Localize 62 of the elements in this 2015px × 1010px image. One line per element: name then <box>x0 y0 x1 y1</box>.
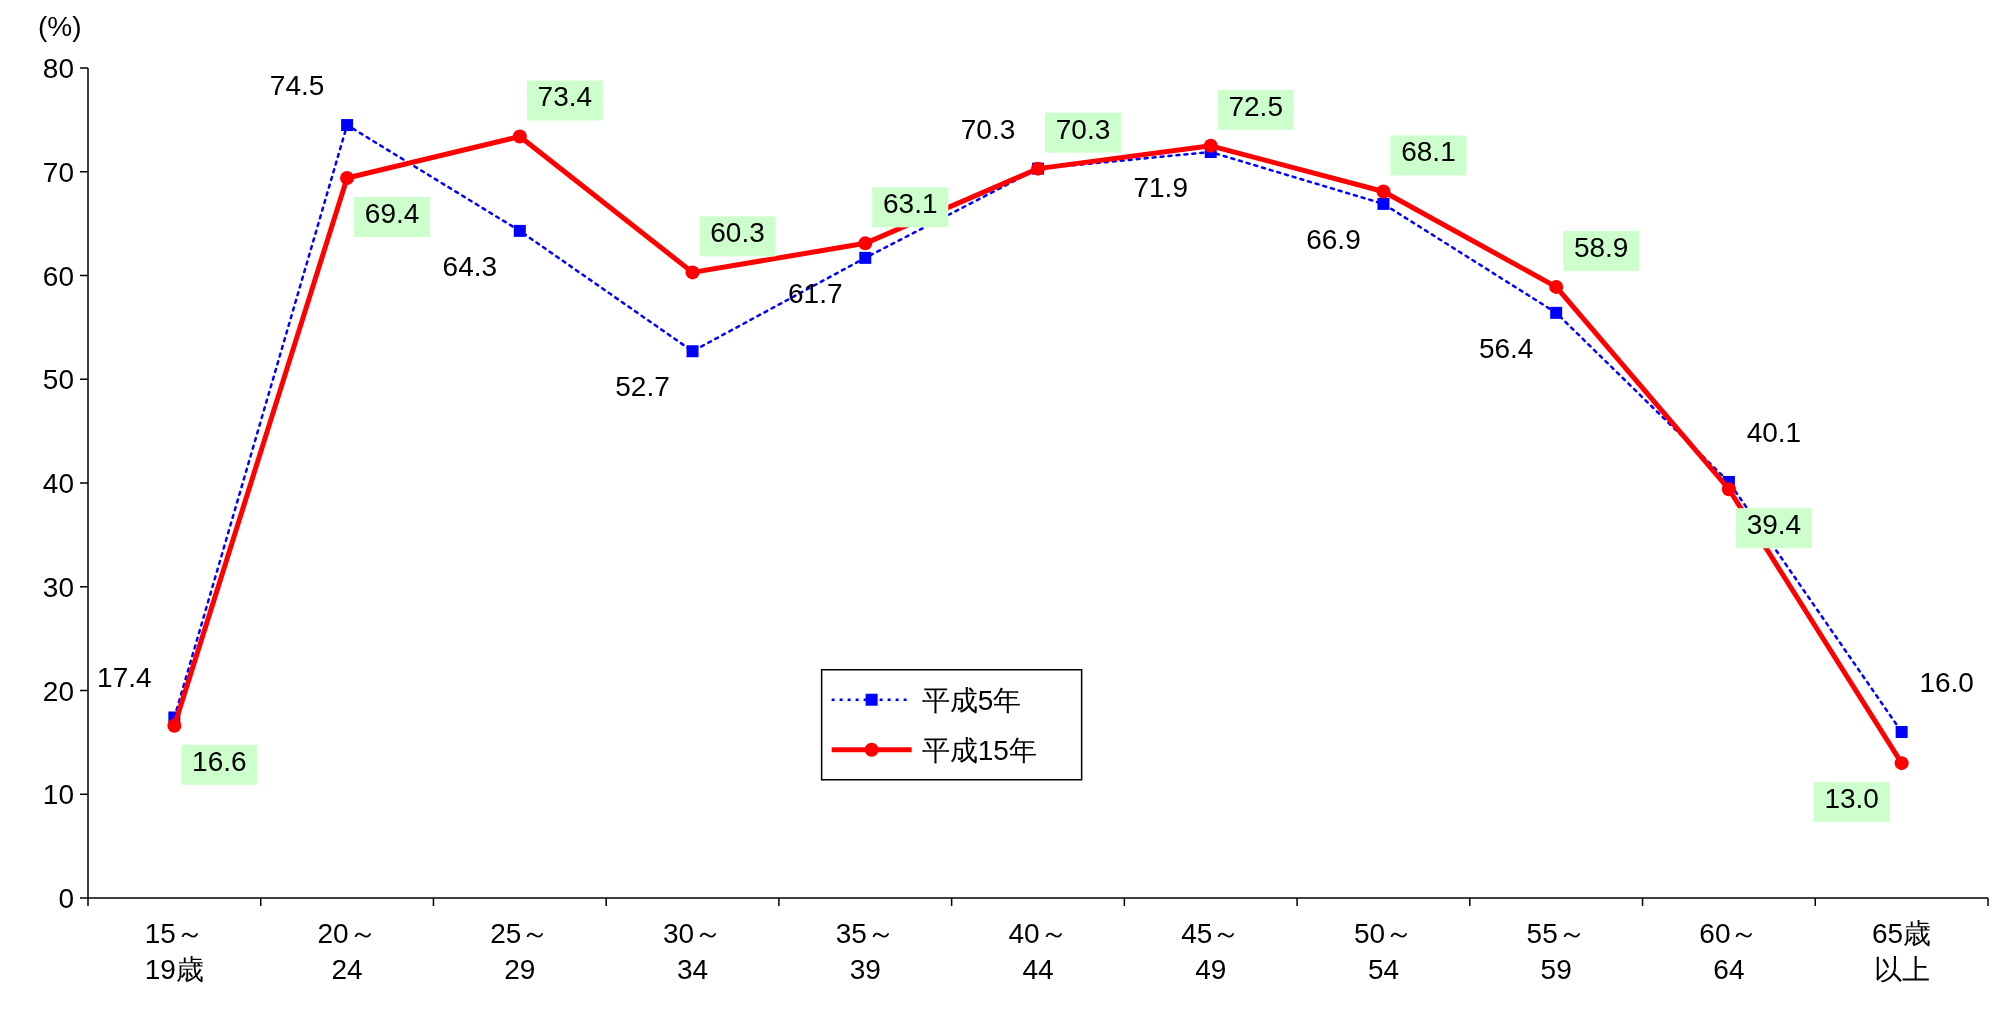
point <box>1376 184 1391 199</box>
point <box>167 718 182 733</box>
y-tick-label: 40 <box>42 468 74 499</box>
y-tick-label: 20 <box>42 675 74 707</box>
data-label: 56.4 <box>1478 332 1534 364</box>
x-tick-label: 30～34 <box>662 918 723 985</box>
point <box>1377 197 1390 210</box>
x-tick-label: 25～29 <box>490 918 550 985</box>
x-tick-label: 55～59 <box>1526 918 1586 985</box>
point <box>341 119 354 132</box>
x-tick-label: 65歳以上 <box>1872 918 1932 985</box>
data-label: 17.4 <box>97 662 152 694</box>
x-tick-label: 60～64 <box>1699 918 1759 985</box>
data-label: 69.4 <box>364 197 420 229</box>
data-label: 16.6 <box>192 745 247 777</box>
x-tick-label: 40～44 <box>1008 918 1068 985</box>
point <box>858 236 873 251</box>
data-label: 68.1 <box>1401 136 1456 168</box>
data-label: 13.0 <box>1824 783 1879 815</box>
data-label: 60.3 <box>710 217 765 249</box>
point <box>1895 726 1908 738</box>
point <box>1721 482 1736 497</box>
data-label: 70.3 <box>1055 113 1111 145</box>
x-tick-label: 15～19歳 <box>144 918 204 985</box>
point <box>513 224 526 237</box>
data-label: 66.9 <box>1306 223 1361 255</box>
y-tick-label: 50 <box>42 364 74 396</box>
data-label: 16.0 <box>1919 667 1974 698</box>
y-tick-label: 60 <box>42 260 74 292</box>
x-tick-label: 50～54 <box>1353 918 1414 985</box>
y-tick-label: 10 <box>42 779 74 811</box>
point <box>1203 138 1218 153</box>
y-tick-label: 30 <box>42 571 74 603</box>
data-label: 72.5 <box>1228 90 1283 122</box>
legend-label: 平成5年 <box>921 684 1022 716</box>
data-label: 71.9 <box>1133 172 1188 204</box>
point <box>686 345 699 358</box>
point <box>1549 279 1564 294</box>
data-label: 52.7 <box>615 371 670 403</box>
point <box>340 170 355 185</box>
legend-label: 平成15年 <box>921 734 1037 766</box>
y-tick-label: 0 <box>58 883 74 914</box>
data-label: 40.1 <box>1746 416 1802 448</box>
point <box>1550 306 1563 319</box>
x-tick-label: 45～49 <box>1181 918 1241 985</box>
data-label: 63.1 <box>883 188 938 220</box>
data-label: 61.7 <box>788 277 843 309</box>
data-label: 39.4 <box>1746 509 1802 541</box>
point <box>685 265 700 280</box>
point <box>512 129 527 144</box>
x-tick-label: 35～39 <box>835 918 895 985</box>
y-tick-label: 70 <box>42 156 74 188</box>
y-axis-title: (%) <box>38 11 82 42</box>
data-label: 70.3 <box>960 113 1016 145</box>
y-tick-label: 80 <box>42 53 74 84</box>
data-label: 73.4 <box>537 81 593 113</box>
point <box>1894 756 1909 771</box>
data-label: 64.3 <box>442 250 498 282</box>
x-tick-label: 20～24 <box>317 918 377 985</box>
data-label: 58.9 <box>1573 231 1629 263</box>
data-label: 74.5 <box>269 70 325 102</box>
point <box>859 251 872 264</box>
